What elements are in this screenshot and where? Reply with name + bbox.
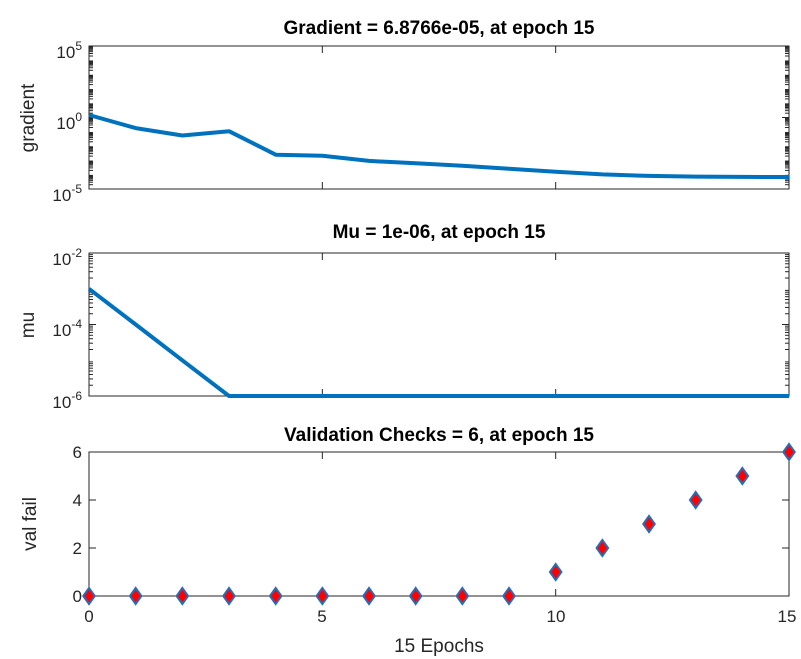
val-point [642,514,656,534]
mu-ytick-top: 10-2 [52,246,82,269]
val-xtick-5: 5 [317,607,326,626]
val-point [735,466,750,486]
val-panel: Validation Checks = 6, at epoch 15 0 2 4… [20,425,796,657]
gradient-ticks [88,45,790,190]
gradient-series-line [88,113,790,179]
val-xlabel: 15 Epochs [394,636,484,657]
mu-ytick-bottom: 10-6 [52,389,82,412]
val-point [82,586,96,606]
val-points [82,442,796,606]
val-point [782,442,796,462]
gradient-axes [88,45,790,190]
gradient-panel: Gradient = 6.8766e-05, at epoch 15 105 1… [18,18,790,205]
val-point [268,586,283,606]
val-point [595,538,610,558]
val-ytick-6: 6 [73,443,82,462]
mu-panel: Mu = 1e-06, at epoch 15 10-2 10-4 10-6 m… [18,222,790,412]
mu-series-line [87,287,789,398]
gradient-title: Gradient = 6.8766e-05, at epoch 15 [283,18,594,39]
val-point [455,586,470,606]
val-xtick-10: 10 [547,607,566,626]
val-ylabel: val fail [20,497,41,551]
val-ytick-0: 0 [73,587,82,606]
val-point [362,586,376,606]
val-point [502,586,516,606]
val-ytick-2: 2 [73,539,82,558]
gradient-ytick-bottom: 10-5 [52,182,82,205]
val-axes [88,451,790,597]
val-point [222,586,236,606]
mu-title: Mu = 1e-06, at epoch 15 [333,222,546,243]
gradient-ytick-top: 105 [56,39,82,62]
val-point [548,562,563,582]
gradient-ylabel: gradient [18,83,39,152]
val-title: Validation Checks = 6, at epoch 15 [284,425,594,446]
mu-ytick-mid: 10-4 [52,317,82,340]
mu-ticks [88,252,790,397]
val-point [315,586,330,606]
val-point [688,490,703,510]
mu-axes [88,252,790,397]
val-xtick-0: 0 [84,607,93,626]
mu-ylabel: mu [18,312,39,338]
val-point [408,586,423,606]
gradient-ytick-mid: 100 [56,110,82,133]
val-ytick-4: 4 [73,491,82,510]
val-point [175,586,190,606]
val-xtick-15: 15 [778,607,797,626]
val-point [128,586,143,606]
